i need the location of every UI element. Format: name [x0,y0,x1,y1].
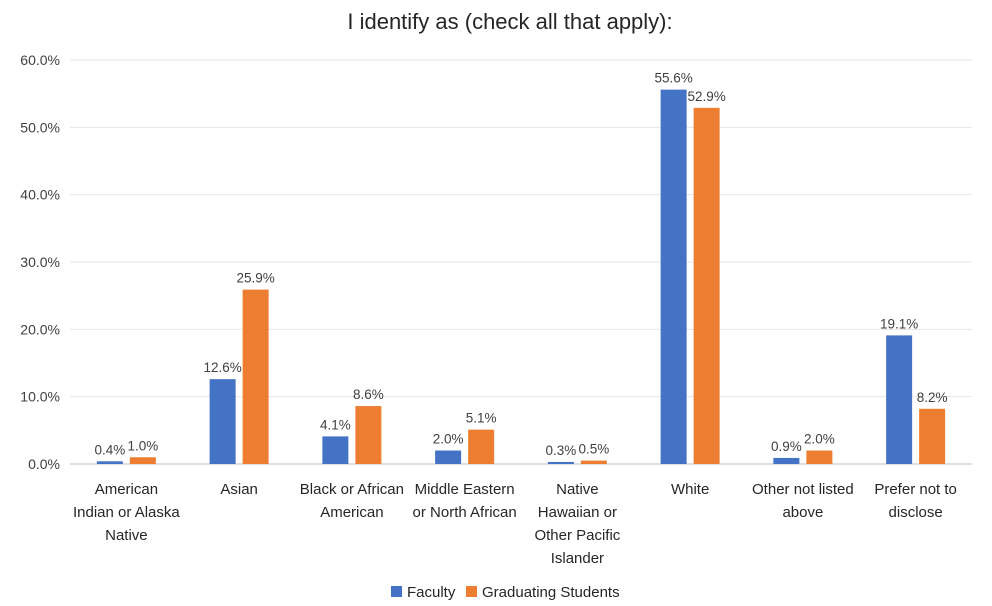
category-label-line: Middle Eastern [415,481,515,498]
category-label: Native Hawaiian or Other Pacific Islander [534,481,620,567]
legend-swatch [391,586,402,597]
y-tick-label: 20.0% [20,321,60,337]
bar [660,89,687,465]
data-label: 0.4% [94,442,125,457]
category-label-line: Hawaiian or [538,504,617,521]
bar [355,406,382,464]
category-label-line: American [95,481,158,498]
data-label: 55.6% [654,71,692,86]
category-label-line: or North African [413,504,517,521]
bar [468,429,495,464]
category-label-line: above [782,504,823,521]
category-label: Other not listed above [752,481,854,521]
category-label-line: Prefer not to [874,481,957,498]
category-label-line: disclose [889,504,943,521]
bars [96,89,946,465]
category-label-line: Other Pacific [534,527,620,544]
bar [806,450,833,464]
y-axis-ticks: 0.0% 10.0% 20.0% 30.0% 40.0% 50.0% 60.0% [20,52,60,472]
data-label: 19.1% [880,316,918,331]
data-label: 4.1% [320,417,351,432]
bar [242,289,269,464]
category-label: Black or African American [300,481,404,521]
data-label: 1.0% [127,438,158,453]
chart-title: I identify as (check all that apply): [347,9,672,34]
data-label: 0.9% [771,439,802,454]
bar [435,450,462,464]
data-label: 8.2% [917,390,948,405]
category-label: Middle Eastern or North African [413,481,517,521]
y-tick-label: 0.0% [28,456,60,472]
category-label-line: Other not listed [752,481,854,498]
bar [209,379,236,464]
data-label: 0.5% [578,442,609,457]
bar [919,408,946,464]
data-label: 2.0% [433,432,464,447]
y-tick-label: 50.0% [20,119,60,135]
category-label: Asian [220,481,258,498]
bar [886,335,913,464]
category-label: Prefer not to disclose [874,481,957,521]
category-label-line: Indian or Alaska [73,504,180,521]
category-label: White [671,481,709,498]
data-label: 0.3% [545,443,576,458]
y-tick-label: 10.0% [20,389,60,405]
category-label-line: Native [105,527,148,544]
data-label: 12.6% [203,360,241,375]
x-axis-categories: American Indian or Alaska Native Asian Black… [73,481,957,567]
y-tick-label: 40.0% [20,187,60,203]
category-label-line: White [671,481,709,498]
data-label: 8.6% [353,387,384,402]
legend-swatch [466,586,477,597]
data-label: 2.0% [804,432,835,447]
category-label-line: American [320,504,383,521]
bar [773,457,800,464]
gridlines [70,59,972,465]
bar [96,461,123,464]
bar [547,461,574,464]
category-label: American Indian or Alaska Native [73,481,180,544]
legend: Faculty Graduating Students [391,584,620,601]
bar [322,436,349,464]
bar [693,107,720,464]
category-label-line: Islander [551,550,604,567]
category-label-line: Native [556,481,599,498]
bar [580,460,607,464]
y-tick-label: 60.0% [20,52,60,68]
bar [129,457,156,464]
data-labels: 0.4% 1.0%12.6%25.9%4.1%8.6%2.0%5.1%0.3% 0.… [94,71,947,458]
legend-label: Graduating Students [482,584,620,601]
category-label-line: Black or African [300,481,404,498]
y-tick-label: 30.0% [20,254,60,270]
data-label: 25.9% [236,271,274,286]
category-label-line: Asian [220,481,258,498]
legend-label: Faculty [407,584,456,601]
data-label: 52.9% [687,89,725,104]
data-label: 5.1% [466,411,497,426]
